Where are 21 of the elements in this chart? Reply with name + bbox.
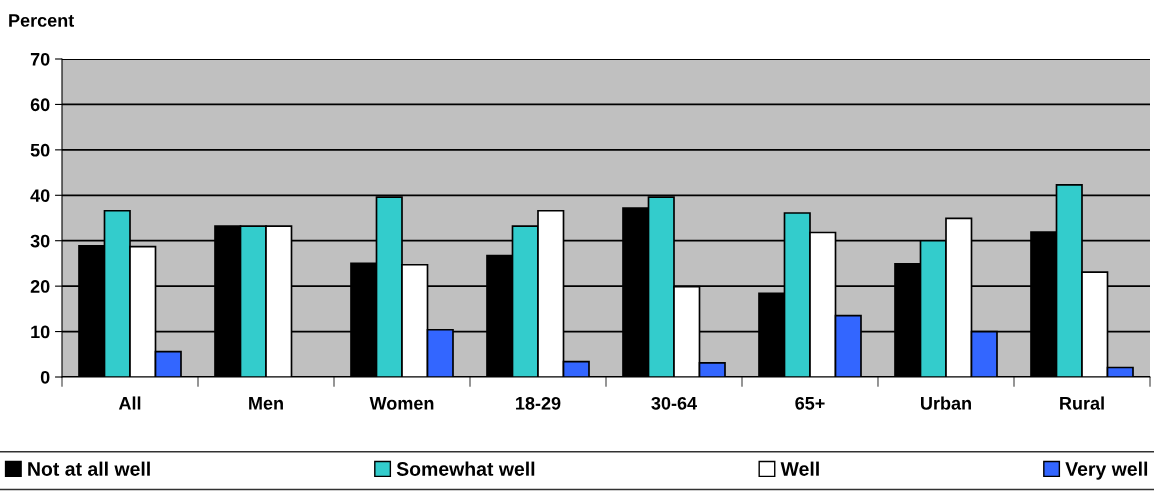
x-tick-label: Men	[249, 397, 283, 410]
legend-label: Well	[780, 461, 819, 476]
legend-label: Somewhat well	[396, 461, 535, 476]
x-tick-label: Urban	[921, 396, 971, 410]
x-tick-label: 65+	[795, 396, 825, 410]
legend-label: Not at all well	[28, 461, 150, 476]
legend-label: Very well	[1065, 461, 1148, 480]
y-axis-title: Percent	[9, 14, 75, 27]
y-tick-label: 60	[30, 98, 50, 112]
y-tick-label: 70	[30, 52, 50, 66]
y-tick-label: 0	[40, 370, 50, 384]
x-tick-label: 30-64	[651, 396, 697, 410]
x-tick-label: All	[118, 396, 141, 410]
y-tick-label: 10	[31, 325, 50, 339]
y-tick-label: 30	[30, 234, 50, 248]
x-tick-label: Rural	[1060, 396, 1104, 410]
y-tick-label: 40	[30, 189, 50, 203]
x-tick-label: 18-29	[516, 396, 561, 410]
y-tick-label: 20	[30, 280, 50, 293]
y-tick-label: 50	[30, 143, 50, 157]
x-tick-label: Women	[369, 397, 434, 410]
